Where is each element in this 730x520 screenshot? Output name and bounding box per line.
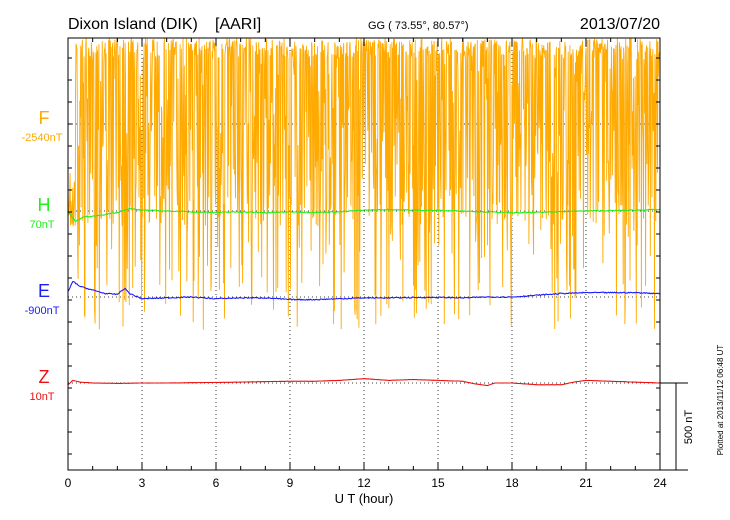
chart-date: 2013/07/20 <box>580 16 660 33</box>
series-E-line <box>67 280 661 301</box>
series-H-offset-label: 70nT <box>29 219 54 231</box>
series-F-name: F <box>39 108 50 128</box>
channel-labels: F -2540nT H 70nT E -900nT Z 10nT <box>22 108 63 403</box>
x-tick-label-12: 12 <box>357 476 371 490</box>
x-tick-label-18: 18 <box>505 476 519 490</box>
series-F-line <box>67 37 661 330</box>
scale-bar: 500 nT <box>660 382 695 471</box>
series-H-line <box>67 207 661 223</box>
chart-title-station: Dixon Island (DIK) <box>68 16 198 33</box>
series-E-name: E <box>38 281 50 301</box>
series-Z-line <box>67 378 661 387</box>
axis-ticks: 0 3 6 9 12 15 18 21 24 <box>65 38 667 490</box>
x-tick-label-3: 3 <box>139 476 146 490</box>
scale-bar-label: 500 nT <box>683 410 695 445</box>
chart-coords: GG ( 73.55°, 80.57°) <box>368 20 469 32</box>
series-H-name: H <box>38 195 51 215</box>
x-tick-label-21: 21 <box>579 476 593 490</box>
x-tick-label-15: 15 <box>431 476 445 490</box>
series-Z-offset-label: 10nT <box>29 391 54 403</box>
series-E-offset-label: -900nT <box>25 305 60 317</box>
x-tick-label-6: 6 <box>213 476 220 490</box>
chart-title-institute: [AARI] <box>215 16 261 33</box>
series-Z-name: Z <box>39 367 50 387</box>
plotted-note: Plotted at 2013/11/12 06:48 UT <box>716 345 725 456</box>
x-tick-label-9: 9 <box>287 476 294 490</box>
traces <box>67 37 661 387</box>
x-tick-label-0: 0 <box>65 476 72 490</box>
series-F-offset-label: -2540nT <box>22 132 63 144</box>
x-axis-label: U T (hour) <box>335 491 394 506</box>
x-tick-label-24: 24 <box>653 476 667 490</box>
